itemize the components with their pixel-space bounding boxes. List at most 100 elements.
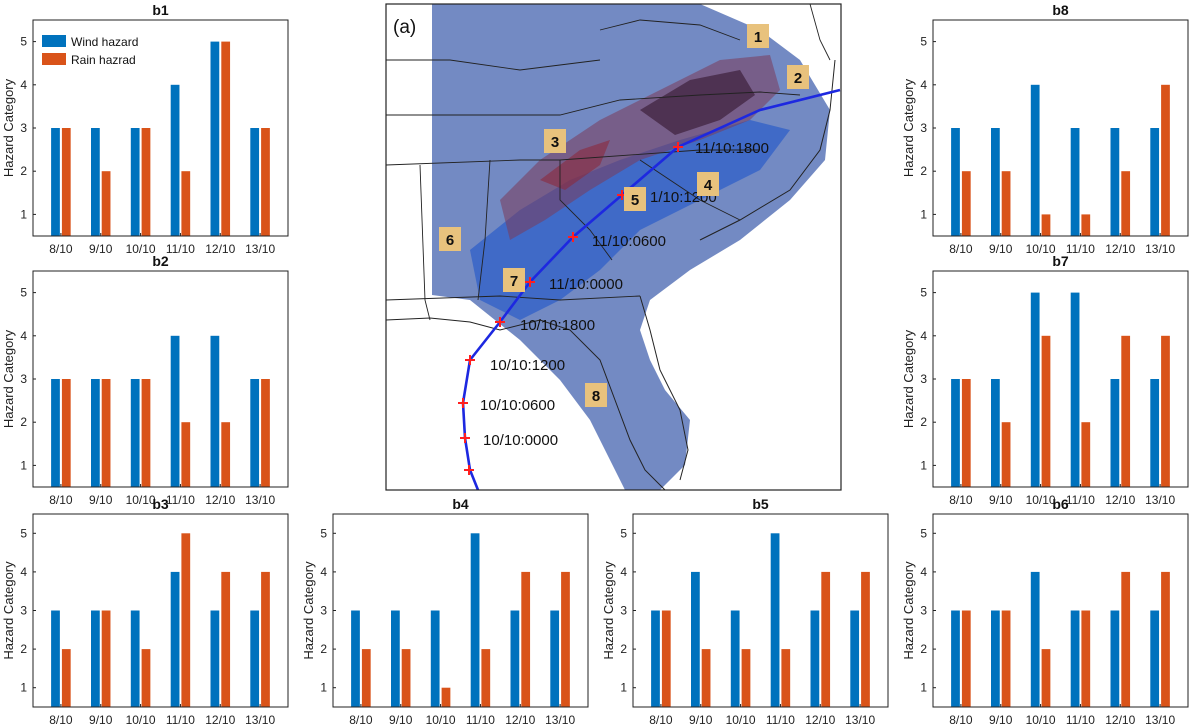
x-tick-label: 13/10	[245, 493, 275, 507]
panel-title: b6	[1052, 496, 1069, 512]
y-tick-label: 1	[920, 681, 927, 695]
y-tick-label: 3	[20, 604, 27, 618]
x-tick-label: 12/10	[1105, 242, 1135, 256]
axes-frame	[932, 19, 1189, 237]
plot-area	[33, 20, 288, 236]
wind-bar-9-10	[391, 610, 400, 707]
wind-bar-8-10	[51, 128, 60, 236]
rain-bar-13-10	[1161, 335, 1170, 487]
rain-bar-9-10	[101, 171, 111, 236]
x-tick-label: 8/10	[949, 493, 973, 507]
y-tick-label: 5	[920, 526, 927, 540]
y-tick-label: 3	[920, 372, 927, 386]
x-tick-label: 8/10	[49, 493, 73, 507]
track-label-5: 10/10:1800	[520, 317, 595, 334]
x-tick-label: 9/10	[689, 713, 713, 727]
rain-bar-11-10	[481, 649, 491, 707]
x-tick-label: 8/10	[949, 713, 973, 727]
wind-bar-11-10	[1070, 292, 1080, 487]
rain-bar-13-10	[261, 128, 270, 236]
site-number-1: 1	[754, 29, 762, 46]
y-tick-label: 5	[920, 286, 927, 300]
y-tick-label: 1	[920, 207, 927, 221]
x-tick-label: 9/10	[89, 493, 113, 507]
x-tick-label: 13/10	[845, 713, 875, 727]
site-number-6: 6	[446, 232, 454, 249]
x-tick-label: 10/10	[426, 713, 456, 727]
y-axis-label: Hazard Category	[301, 561, 316, 660]
x-tick-label: 8/10	[649, 713, 673, 727]
y-tick-label: 2	[20, 164, 27, 178]
rain-bar-11-10	[1081, 214, 1091, 236]
x-tick-label: 9/10	[89, 242, 113, 256]
y-tick-label: 4	[920, 565, 927, 579]
wind-bar-11-10	[170, 84, 180, 236]
wind-bar-13-10	[250, 610, 260, 707]
legend-rain-label: Rain hazrad	[71, 53, 136, 67]
y-tick-label: 2	[920, 415, 927, 429]
rain-bar-8-10	[961, 379, 971, 487]
wind-bar-13-10	[1150, 379, 1160, 487]
x-tick-label: 10/10	[726, 713, 756, 727]
wind-bar-11-10	[1070, 128, 1080, 236]
plot-area	[33, 271, 288, 487]
wind-bar-8-10	[51, 610, 60, 707]
rain-bar-10-10	[741, 649, 751, 707]
y-tick-label: 5	[20, 35, 27, 49]
panel-title: b5	[752, 496, 769, 512]
track-label-3: 11/10:0600	[592, 233, 666, 250]
x-tick-label: 11/10	[766, 713, 795, 727]
rain-bar-12-10	[1121, 335, 1131, 487]
y-tick-label: 2	[320, 642, 327, 656]
rain-bar-9-10	[701, 649, 711, 707]
coastline	[386, 59, 836, 490]
panel-b4: 8/10 9/10 10/10 11/10 12/10 13/10 1 2 3 4 5 b4 Hazar…	[301, 496, 589, 727]
wind-bar-11-10	[770, 533, 780, 707]
wind-bar-12-10	[1110, 128, 1120, 236]
track-label-4: 11/10:0000	[549, 276, 623, 293]
track-markers	[458, 142, 683, 475]
x-tick-label: 11/10	[166, 242, 195, 256]
site-number-2: 2	[794, 70, 802, 87]
axes-frame	[332, 513, 589, 708]
plot-area	[633, 514, 888, 707]
rain-bar-13-10	[1161, 84, 1170, 236]
rain-bar-8-10	[961, 610, 971, 707]
plot-area	[33, 514, 288, 707]
y-tick-label: 3	[620, 604, 627, 618]
wind-bar-10-10	[730, 610, 740, 707]
y-tick-label: 5	[20, 526, 27, 540]
rain-bar-8-10	[61, 379, 71, 487]
panel-b3: 8/10 9/10 10/10 11/10 12/10 13/10 1 2 3 4 5 b3 Hazar…	[1, 496, 289, 727]
y-tick-label: 1	[20, 681, 27, 695]
site-box-7: 7	[503, 268, 525, 292]
wind-bar-13-10	[1150, 128, 1160, 236]
x-tick-label: 13/10	[1145, 242, 1175, 256]
y-tick-label: 4	[320, 565, 327, 579]
x-tick-label: 11/10	[1066, 493, 1095, 507]
rain-bar-11-10	[1081, 422, 1091, 487]
x-tick-label: 12/10	[205, 242, 235, 256]
wind-bar-10-10	[130, 610, 140, 707]
hurricane-track	[461, 88, 841, 490]
site-number-3: 3	[551, 134, 559, 151]
y-axis-label: Hazard Category	[601, 561, 616, 660]
axes-frame	[32, 513, 289, 708]
y-tick-label: 2	[20, 642, 27, 656]
panel-title: b2	[152, 253, 169, 269]
x-tick-label: 11/10	[166, 493, 195, 507]
plot-area	[933, 20, 1188, 236]
y-tick-label: 4	[620, 565, 627, 579]
x-tick-label: 12/10	[805, 713, 835, 727]
x-tick-label: 9/10	[389, 713, 413, 727]
x-tick-label: 12/10	[505, 713, 535, 727]
wind-bar-12-10	[810, 610, 820, 707]
site-box-5: 5	[624, 187, 646, 211]
y-tick-label: 3	[920, 604, 927, 618]
wind-bar-9-10	[991, 379, 1000, 487]
wind-bar-9-10	[991, 128, 1000, 236]
x-tick-label: 10/10	[1026, 493, 1056, 507]
panel-b1: 8/10 9/10 10/10 11/10 12/10 13/10 1 2 3 4 5 b1 Hazar…	[1, 2, 289, 256]
wind-bar-13-10	[850, 610, 860, 707]
